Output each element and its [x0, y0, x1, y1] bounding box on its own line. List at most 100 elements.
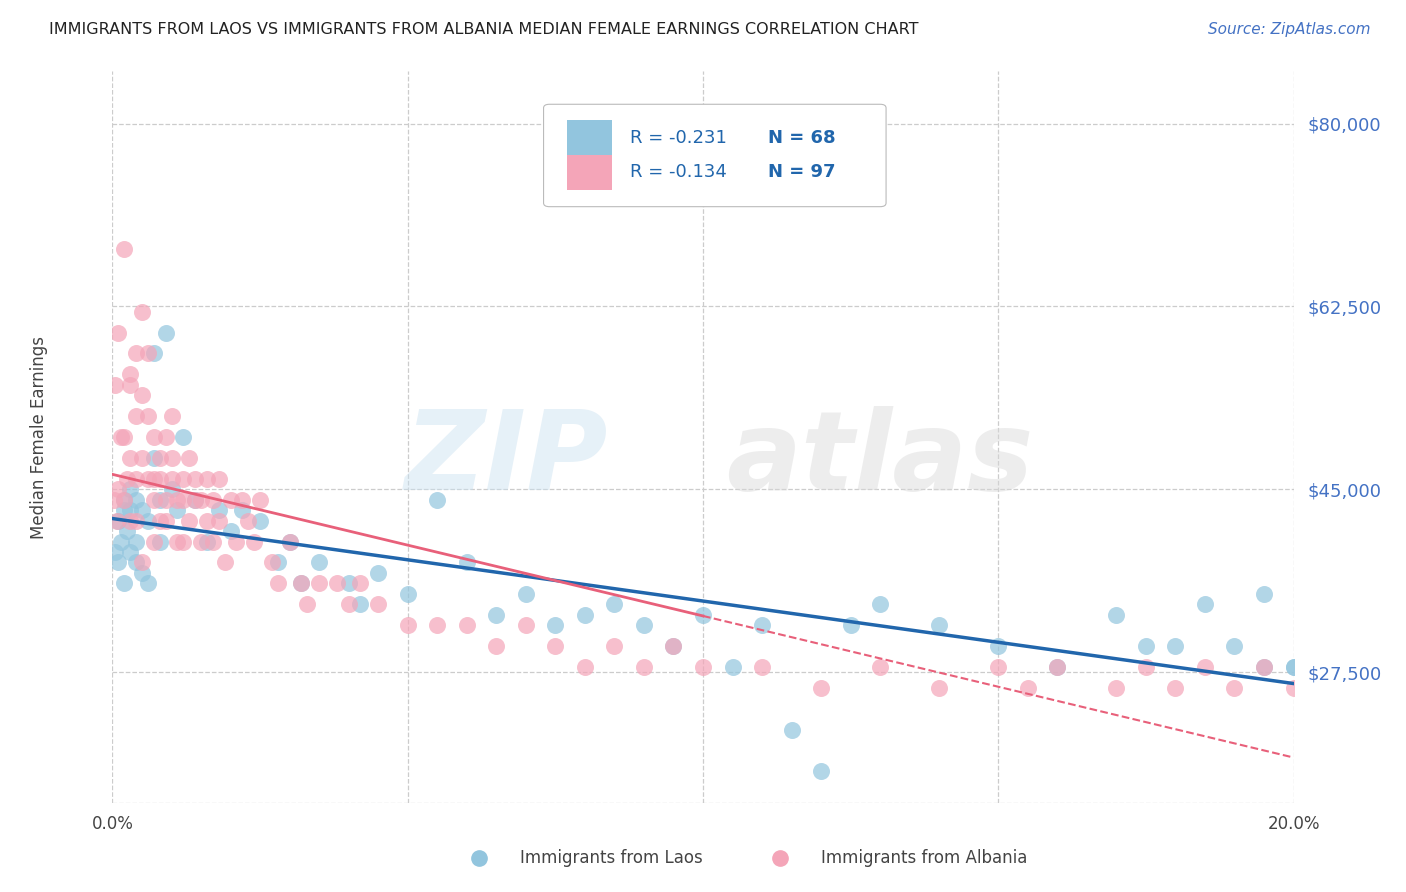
Point — [290, 576, 312, 591]
Text: IMMIGRANTS FROM LAOS VS IMMIGRANTS FROM ALBANIA MEDIAN FEMALE EARNINGS CORRELATI: IMMIGRANTS FROM LAOS VS IMMIGRANTS FROM … — [49, 22, 918, 37]
Point — [179, 450, 201, 465]
Point — [662, 639, 685, 653]
Point — [337, 576, 360, 591]
Point — [869, 597, 891, 611]
Point — [238, 514, 260, 528]
Point — [278, 534, 301, 549]
Point — [120, 377, 142, 392]
Text: Immigrants from Laos: Immigrants from Laos — [520, 848, 703, 867]
Point — [125, 514, 148, 528]
Point — [155, 514, 177, 528]
Point — [574, 660, 596, 674]
Point — [267, 576, 290, 591]
Point — [297, 597, 319, 611]
Point — [125, 534, 148, 549]
Point — [1046, 660, 1069, 674]
Point — [110, 534, 132, 549]
Text: R = -0.134: R = -0.134 — [630, 163, 727, 181]
Point — [142, 492, 165, 507]
Point — [107, 483, 129, 497]
Point — [326, 576, 349, 591]
Point — [107, 514, 129, 528]
Point — [810, 764, 832, 779]
Point — [112, 503, 135, 517]
Text: Median Female Earnings: Median Female Earnings — [30, 335, 48, 539]
Point — [544, 618, 567, 632]
Point — [515, 587, 537, 601]
Point — [1164, 639, 1187, 653]
Point — [1282, 660, 1305, 674]
Point — [1194, 597, 1216, 611]
Point — [107, 556, 129, 570]
Point — [142, 346, 165, 360]
Point — [104, 545, 127, 559]
Point — [1017, 681, 1039, 695]
Point — [839, 618, 862, 632]
Point — [120, 450, 142, 465]
Point — [120, 368, 142, 382]
Point — [260, 556, 283, 570]
Point — [243, 534, 266, 549]
Point — [142, 450, 165, 465]
Point — [184, 472, 207, 486]
Point — [544, 639, 567, 653]
Point — [1223, 681, 1246, 695]
Point — [692, 660, 714, 674]
Point — [155, 430, 177, 444]
Point — [149, 492, 172, 507]
Point — [136, 346, 159, 360]
Point — [456, 556, 478, 570]
Point — [662, 639, 685, 653]
Point — [214, 556, 236, 570]
Point — [633, 618, 655, 632]
Point — [692, 607, 714, 622]
Point — [103, 492, 125, 507]
Point — [149, 472, 172, 486]
Point — [456, 618, 478, 632]
Point — [201, 534, 224, 549]
Point — [426, 492, 449, 507]
Point — [208, 514, 231, 528]
Point — [349, 597, 371, 611]
Point — [160, 409, 183, 424]
Point — [928, 681, 950, 695]
Text: 0.0%: 0.0% — [91, 815, 134, 833]
Point — [166, 503, 188, 517]
Point — [142, 472, 165, 486]
Text: Immigrants from Albania: Immigrants from Albania — [821, 848, 1028, 867]
Point — [160, 483, 183, 497]
Point — [131, 556, 153, 570]
Point — [149, 450, 172, 465]
Point — [1135, 639, 1157, 653]
Point — [485, 607, 508, 622]
Point — [987, 639, 1010, 653]
Point — [179, 514, 201, 528]
Point — [721, 660, 744, 674]
Point — [117, 472, 138, 486]
Point — [107, 326, 129, 340]
Point — [987, 660, 1010, 674]
Point — [131, 450, 153, 465]
Point — [125, 346, 148, 360]
Point — [349, 576, 371, 591]
Point — [160, 472, 183, 486]
Point — [1282, 681, 1305, 695]
Point — [136, 514, 159, 528]
Point — [574, 607, 596, 622]
Point — [780, 723, 803, 737]
Point — [201, 492, 224, 507]
Point — [110, 430, 132, 444]
Point — [751, 660, 773, 674]
Text: Source: ZipAtlas.com: Source: ZipAtlas.com — [1208, 22, 1371, 37]
Point — [125, 472, 148, 486]
Point — [1164, 681, 1187, 695]
Point — [1105, 681, 1128, 695]
Point — [112, 576, 135, 591]
Point — [142, 430, 165, 444]
Point — [1135, 660, 1157, 674]
Point — [131, 388, 153, 402]
Text: ZIP: ZIP — [405, 406, 609, 513]
Point — [337, 597, 360, 611]
Point — [485, 639, 508, 653]
Point — [125, 556, 148, 570]
